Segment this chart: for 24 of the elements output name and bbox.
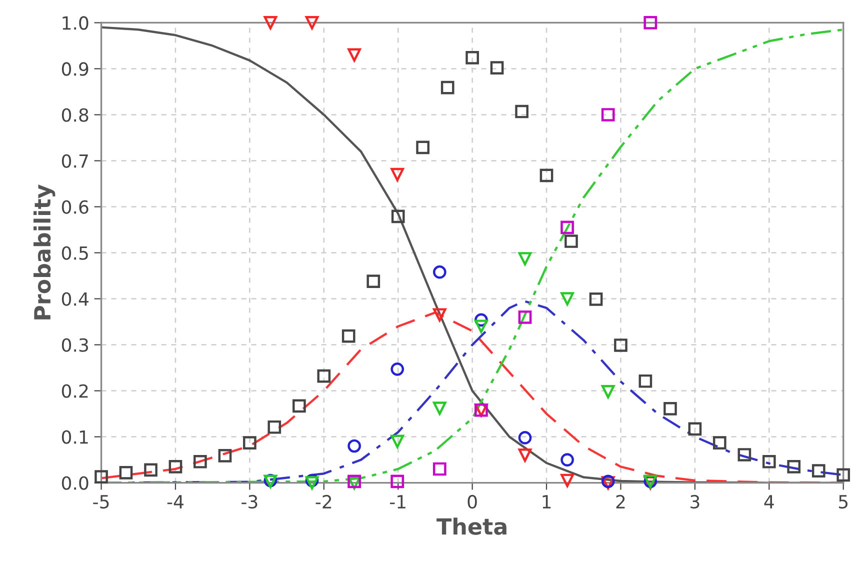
y-tick-label: 0.2	[62, 384, 88, 398]
x-tick-label: -4	[167, 495, 184, 508]
y-tick-label: 0.7	[62, 154, 88, 168]
y-tick-label: 0.4	[62, 292, 88, 306]
y-tick-label: 0.3	[62, 338, 88, 352]
x-tick-label: -2	[316, 494, 332, 508]
x-tick-label: 2	[616, 494, 625, 508]
y-tick-label: 0.8	[62, 108, 88, 122]
y-tick-label: 0.0	[62, 476, 88, 490]
y-tick-label: 0.6	[62, 200, 88, 214]
y-tick-label: 0.1	[62, 430, 88, 444]
y-tick-label: 0.9	[62, 62, 88, 76]
x-tick-label: -3	[242, 494, 258, 509]
x-tick-label: 4	[764, 495, 774, 508]
x-tick-label: 0	[468, 494, 477, 509]
x-tick-label: -1	[390, 495, 406, 508]
x-axis-title: Theta	[436, 518, 506, 535]
y-tick-label: 0.5	[62, 246, 88, 260]
x-tick-label: 1	[542, 495, 551, 508]
x-tick-label: -5	[93, 495, 109, 509]
y-axis-title: Probability	[34, 184, 56, 320]
x-tick-label: 3	[690, 494, 700, 509]
y-tick-label: 1.0	[62, 16, 88, 30]
x-tick-label: 5	[838, 495, 848, 509]
